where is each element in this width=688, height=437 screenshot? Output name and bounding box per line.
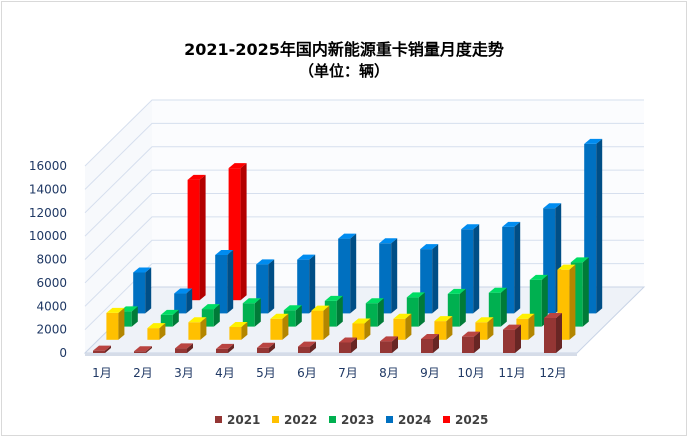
x-tick-label: 10月: [457, 366, 484, 380]
y-tick-label: 2000: [36, 323, 67, 337]
legend-item-2024: 2024: [386, 413, 431, 427]
y-tick-label: 10000: [29, 229, 67, 243]
bar-2024-7月: [379, 238, 398, 314]
legend-swatch: [329, 416, 336, 423]
bar-2021-4月: [216, 343, 234, 353]
y-tick-label: 16000: [29, 159, 67, 173]
chart-subtitle: （单位：辆）: [298, 62, 389, 80]
legend-label: 2022: [284, 413, 317, 427]
x-tick-label: 2月: [133, 366, 153, 380]
x-tick-label: 7月: [338, 366, 358, 380]
legend-item-2021: 2021: [215, 413, 260, 427]
y-tick-label: 8000: [36, 253, 67, 267]
bar-2022-8月: [393, 313, 412, 340]
y-tick-label: 6000: [36, 276, 67, 290]
legend-label: 2025: [455, 413, 488, 427]
gridline: [84, 146, 644, 214]
bar-2021-8月: [380, 336, 398, 353]
x-tick-label: 11月: [498, 366, 525, 380]
x-tick-label: 9月: [420, 366, 440, 380]
x-tick-label: 12月: [539, 366, 566, 380]
chart-title: 2021-2025年国内新能源重卡销量月度走势: [184, 40, 504, 59]
bar-2023-4月: [242, 298, 261, 327]
bar-2025-2月: [187, 174, 206, 301]
bar-2021-12月: [544, 312, 562, 353]
bar-2022-1月: [106, 307, 125, 340]
gridline: [84, 263, 644, 330]
legend-swatch: [443, 416, 450, 423]
legend-item-2025: 2025: [443, 413, 488, 427]
x-tick-label: 4月: [215, 366, 235, 380]
bar-2022-3月: [188, 317, 207, 340]
x-tick-label: 6月: [297, 366, 317, 380]
legend-item-2022: 2022: [272, 413, 317, 427]
bar-2021-2月: [134, 346, 152, 353]
x-tick-label: 1月: [92, 366, 112, 380]
gridline: [84, 193, 644, 260]
bar-2022-7月: [352, 318, 371, 340]
gridline: [84, 216, 644, 284]
y-tick-label: 14000: [29, 182, 67, 196]
gridline: [84, 122, 644, 190]
legend-swatch: [215, 416, 222, 423]
bar-2022-4月: [229, 321, 248, 340]
x-tick-label: 5月: [256, 366, 276, 380]
bar-2024-1月: [133, 267, 152, 314]
legend-label: 2023: [341, 413, 374, 427]
bar-2021-7月: [339, 337, 357, 353]
bar-2021-6月: [298, 341, 316, 353]
y-tick-label: 12000: [29, 206, 67, 220]
gridline: [84, 169, 644, 237]
bar-2021-9月: [421, 333, 439, 353]
chart-legend: 2021 2022 2023 2024 2025: [215, 413, 488, 427]
gridline: [84, 99, 644, 167]
bar-2023-2月: [160, 309, 179, 327]
x-tick-label: 3月: [174, 366, 194, 380]
x-axis: 1月 2月 3月 4月 5月 6月 7月 8月 9月 10月 11月 12月: [92, 366, 566, 380]
bar-2024-5月: [297, 254, 316, 314]
legend-item-2023: 2023: [329, 413, 374, 427]
legend-label: 2021: [227, 413, 260, 427]
bar-2021-5月: [257, 342, 275, 353]
bar-2024-2月: [174, 288, 193, 314]
legend-swatch: [272, 416, 279, 423]
bar-2021-3月: [175, 343, 193, 353]
bar-2024-3月: [215, 249, 234, 314]
y-tick-label: 0: [59, 346, 67, 360]
legend-label: 2024: [398, 413, 431, 427]
bar-2021-1月: [93, 345, 111, 353]
bar-2022-5月: [270, 313, 289, 340]
chart-bars: [93, 138, 603, 353]
bar-2022-6月: [311, 305, 330, 340]
x-tick-label: 8月: [379, 366, 399, 380]
legend-swatch: [386, 416, 393, 423]
bar-2022-2月: [147, 323, 166, 340]
bar-2021-11月: [503, 324, 521, 353]
gridline: [84, 239, 644, 307]
bar-2024-6月: [338, 233, 357, 314]
bar-2021-10月: [462, 331, 480, 353]
y-tick-label: 4000: [36, 299, 67, 313]
y-axis: 0 2000 4000 6000 8000 10000 12000 14000 16000: [29, 159, 67, 360]
